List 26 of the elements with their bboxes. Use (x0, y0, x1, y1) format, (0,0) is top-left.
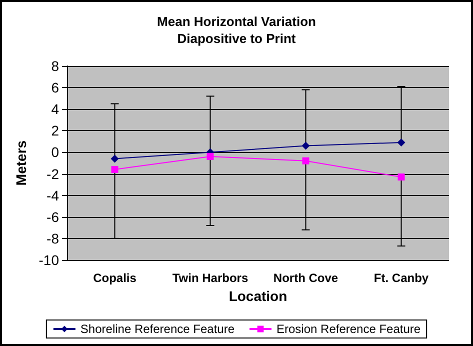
point (206, 153, 214, 160)
x-axis-title: Location (228, 288, 288, 304)
y-tick-label: 2 (51, 122, 60, 139)
y-tick-label: -10 (38, 252, 60, 268)
y-tick-label: -4 (46, 187, 60, 204)
y-tick-label: 4 (51, 101, 60, 118)
y-tick-label: 6 (51, 80, 60, 96)
y-tick-label: 0 (51, 144, 60, 160)
y-tick-label: -6 (46, 208, 60, 225)
y-tick-label: 8 (51, 58, 60, 74)
x-tick-label: Copalis (93, 271, 137, 285)
x-tick-label: Ft. Canby (374, 271, 429, 285)
legend-label: Erosion Reference Feature (276, 322, 421, 336)
point (397, 138, 406, 147)
y-tick-label: -2 (46, 166, 60, 182)
chart-title: Mean Horizontal Variation Diapositive to Print (157, 14, 316, 46)
legend-label: Shoreline Reference Feature (80, 322, 235, 336)
x-tick-label: Twin Harbors (172, 271, 248, 285)
point (111, 166, 118, 173)
y-tick-label: -8 (46, 230, 60, 246)
point (302, 157, 310, 164)
x-tick-label: North Cove (273, 271, 338, 285)
y-axis-title: Meters (12, 140, 29, 186)
point (302, 142, 310, 150)
point (398, 174, 405, 181)
point (110, 154, 119, 163)
